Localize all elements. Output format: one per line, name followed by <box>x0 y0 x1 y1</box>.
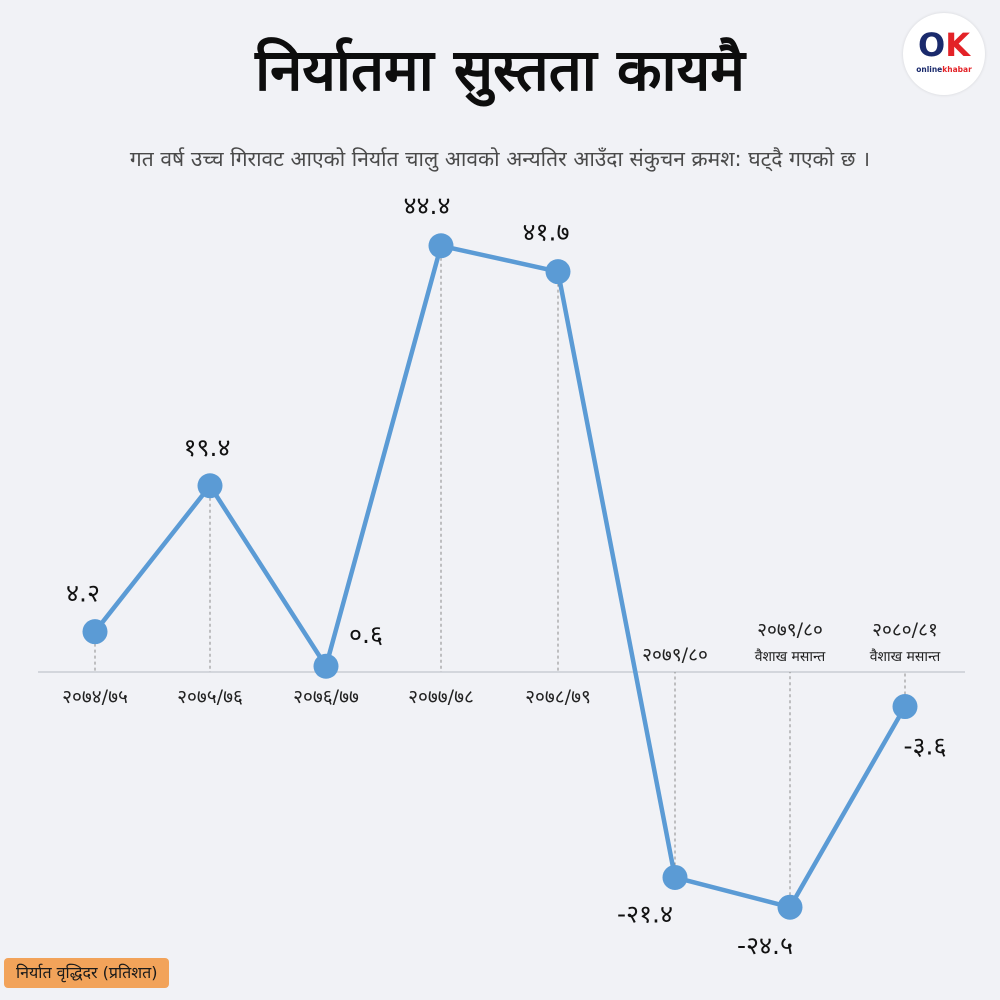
data-point-8 <box>892 694 918 720</box>
page-title: निर्यातमा सुस्तता कायमै <box>255 36 745 104</box>
page-subtitle: गत वर्ष उच्च गिरावट आएको निर्यात चालु आव… <box>129 147 871 171</box>
x-tick-label-8-line-2: वैशाख मसान्त <box>870 648 942 665</box>
data-label-8: -३.६ <box>904 732 947 761</box>
series-line <box>92 243 908 910</box>
x-tick-label-6: २०७९/८० <box>642 644 708 666</box>
x-tick-label-7-line-1: २०७९/८० <box>757 619 823 641</box>
x-tick-label-1: २०७४/७५ <box>62 686 128 708</box>
data-point-1 <box>82 619 108 645</box>
data-point-6 <box>662 864 688 890</box>
data-point-5 <box>545 259 571 285</box>
data-point-2 <box>197 473 223 499</box>
brand-logo: OK onlinekhabar <box>903 13 985 95</box>
logo-wordmark: onlinekhabar <box>916 65 972 74</box>
data-label-1: ४.२ <box>66 579 100 608</box>
logo-mark: OK <box>918 26 970 64</box>
data-label-4: ४४.४ <box>404 191 451 220</box>
x-tick-label-4: २०७७/७८ <box>408 686 474 708</box>
data-label-3: ०.६ <box>349 620 383 649</box>
x-tick-label-8-line-1: २०८०/८१ <box>872 619 938 641</box>
data-label-6: -२१.४ <box>617 899 673 928</box>
data-point-3 <box>313 653 339 679</box>
x-tick-label-5: २०७८/७९ <box>525 686 591 708</box>
data-label-2: १९.४ <box>184 433 231 462</box>
data-label-5: ४१.७ <box>523 218 570 247</box>
legend-label: निर्यात वृद्धिदर (प्रतिशत) <box>4 958 170 988</box>
data-point-4 <box>428 233 454 259</box>
data-point-7 <box>777 894 803 920</box>
x-tick-label-2: २०७५/७६ <box>177 686 243 708</box>
data-label-7: -२४.५ <box>737 931 793 960</box>
x-tick-label-3: २०७६/७७ <box>293 686 359 708</box>
x-tick-label-7-line-2: वैशाख मसान्त <box>755 648 827 665</box>
